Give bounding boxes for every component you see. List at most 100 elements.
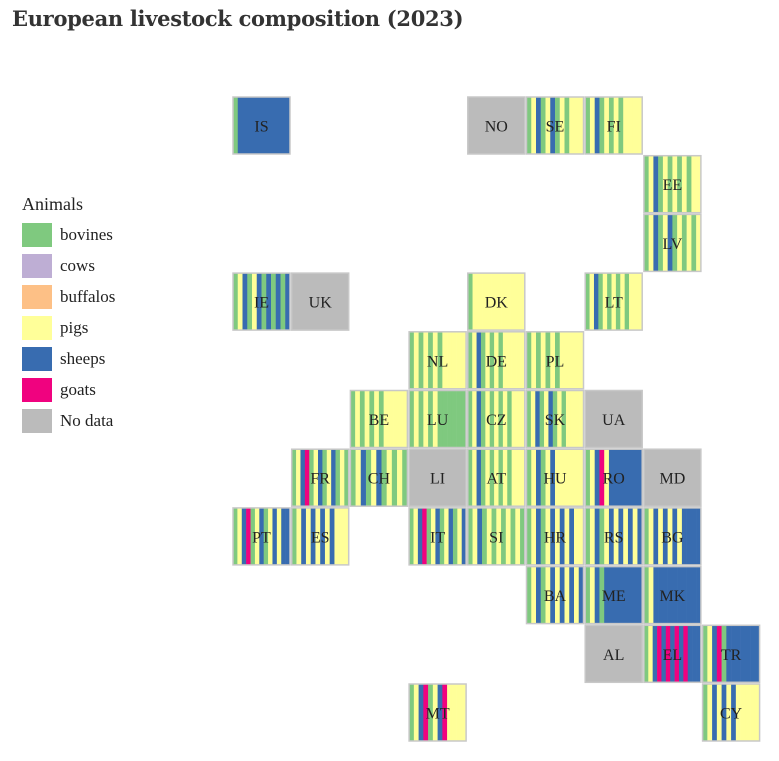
- stripe-bovines: [335, 449, 341, 507]
- stripe-pigs: [578, 331, 584, 389]
- stripe-goats: [599, 449, 605, 507]
- stripe-bovines: [350, 390, 356, 448]
- stripe-pigs: [570, 390, 576, 448]
- stripe-pigs: [589, 273, 595, 331]
- stripe-bovines: [702, 625, 708, 683]
- tile-background: [291, 273, 349, 331]
- stripe-goats: [683, 625, 689, 683]
- stripe-pigs: [494, 449, 499, 507]
- stripe-pigs: [237, 273, 243, 331]
- country-tile-sk: SK: [525, 389, 585, 449]
- stripe-pigs: [447, 684, 453, 741]
- stripe-sheeps: [731, 625, 737, 683]
- stripe-bovines: [428, 684, 434, 741]
- stripe-sheeps: [691, 507, 697, 565]
- stripe-sheeps: [437, 684, 443, 741]
- stripe-bovines: [555, 331, 561, 389]
- stripe-pigs: [648, 566, 654, 624]
- country-tile-hr: HR: [525, 507, 585, 566]
- stripe-bovines: [480, 449, 486, 507]
- stripe-pigs: [745, 684, 751, 741]
- stripe-pigs: [502, 390, 508, 448]
- country-code-label: CY: [720, 706, 743, 723]
- stripe-sheeps: [637, 507, 643, 565]
- stripe-pigs: [477, 273, 483, 331]
- stripe-pigs: [456, 331, 462, 389]
- stripe-sheeps: [658, 566, 664, 624]
- tile-border: [408, 683, 467, 742]
- country-code-label: EL: [663, 647, 683, 664]
- stripe-bovines: [452, 507, 458, 565]
- stripe-bovines: [585, 97, 591, 154]
- stripe-pigs: [494, 390, 499, 448]
- stripe-pigs: [252, 273, 258, 331]
- stripe-pigs: [397, 390, 403, 448]
- stripe-pigs: [339, 507, 345, 565]
- stripe-pigs: [505, 273, 511, 331]
- stripe-pigs: [750, 684, 756, 741]
- stripe-pigs: [326, 449, 332, 507]
- stripe-sheeps: [653, 214, 659, 272]
- stripe-pigs: [444, 507, 449, 565]
- stripe-pigs: [564, 566, 570, 624]
- stripe-sheeps: [477, 507, 483, 565]
- stripe-bovines: [526, 390, 532, 448]
- stripe-pigs: [413, 684, 419, 741]
- stripe-pigs: [648, 155, 654, 213]
- stripe-bovines: [507, 390, 512, 448]
- stripe-pigs: [451, 684, 457, 741]
- stripe-pigs: [516, 449, 521, 507]
- stripe-bovines: [643, 214, 649, 272]
- country-code-label: HR: [544, 529, 567, 546]
- legend-title: Animals: [22, 194, 83, 214]
- stripe-bovines: [350, 449, 356, 507]
- country-code-label: UK: [309, 295, 333, 312]
- stripe-pigs: [637, 97, 643, 154]
- tile-border: [584, 272, 643, 331]
- stripe-sheeps: [476, 449, 482, 507]
- legend: Animals bovines cows buffalos pigs sheep…: [22, 194, 115, 436]
- stripe-sheeps: [667, 566, 673, 624]
- stripe-sheeps: [569, 566, 575, 624]
- stripe-bovines: [467, 273, 473, 331]
- stripe-bovines: [447, 390, 453, 448]
- country-code-label: PL: [546, 353, 565, 370]
- stripe-pigs: [324, 507, 330, 565]
- stripe-pigs: [707, 625, 713, 683]
- stripe-sheeps: [548, 390, 554, 448]
- stripe-pigs: [393, 390, 399, 448]
- country-tile-de: DE: [467, 331, 526, 390]
- stripe-sheeps: [536, 449, 542, 507]
- stripe-pigs: [726, 684, 732, 741]
- stripe-pigs: [557, 390, 562, 448]
- country-tile-cz: CZ: [467, 389, 526, 449]
- stripe-pigs: [574, 507, 580, 565]
- stripe-pigs: [613, 507, 619, 565]
- country-tile-dk: DK: [467, 272, 526, 331]
- stripe-pigs: [579, 390, 584, 448]
- country-code-label: RS: [604, 529, 624, 546]
- stripe-pigs: [505, 507, 511, 565]
- stripe-sheeps: [536, 566, 542, 624]
- stripe-pigs: [472, 390, 477, 448]
- stripe-sheeps: [536, 507, 542, 565]
- stripe-sheeps: [712, 625, 718, 683]
- stripe-bovines: [681, 214, 687, 272]
- country-code-label: IS: [254, 119, 268, 136]
- country-code-label: TR: [721, 647, 742, 664]
- stripe-pigs: [627, 97, 633, 154]
- stripe-bovines: [381, 449, 387, 507]
- stripe-sheeps: [681, 566, 687, 624]
- tile-border: [525, 565, 585, 625]
- stripe-bovines: [233, 97, 239, 154]
- tile-border: [290, 507, 350, 566]
- stripe-sheeps: [281, 507, 286, 565]
- stripe-pigs: [305, 507, 311, 565]
- stripe-bovines: [322, 449, 328, 507]
- stripe-sheeps: [754, 625, 760, 683]
- stripe-pigs: [531, 566, 537, 624]
- country-code-label: BA: [544, 588, 567, 605]
- country-tile-pl: PL: [525, 331, 585, 390]
- stripe-sheeps: [745, 625, 751, 683]
- stripe-pigs: [691, 155, 697, 213]
